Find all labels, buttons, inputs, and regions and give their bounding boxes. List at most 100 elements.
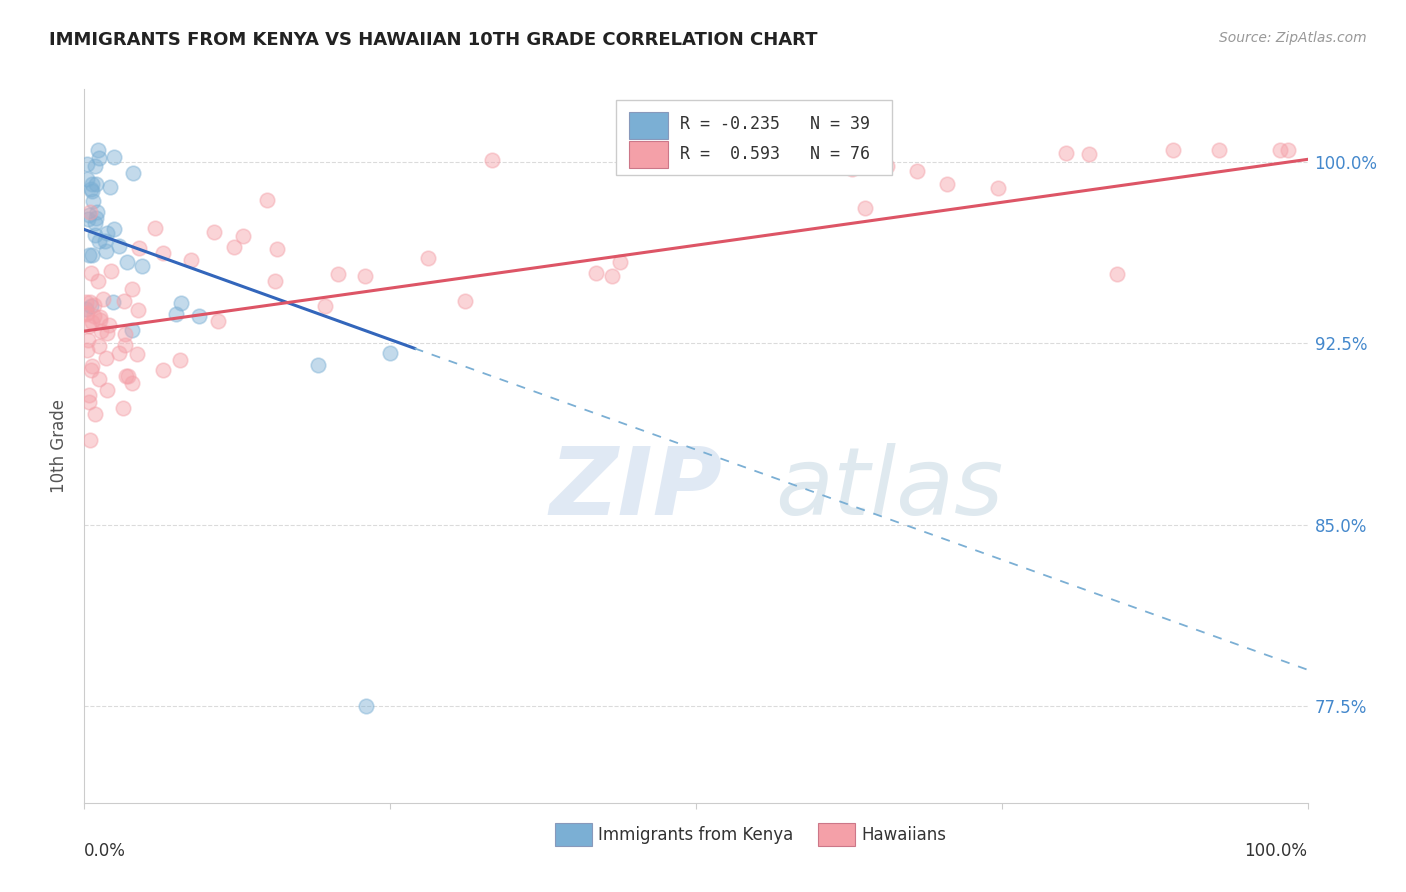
Point xyxy=(170,296,193,310)
Point xyxy=(94,234,117,248)
Point xyxy=(1054,146,1077,161)
Point xyxy=(152,245,174,260)
Point xyxy=(907,164,929,178)
Point xyxy=(80,363,103,377)
Point xyxy=(266,242,288,256)
Point xyxy=(121,282,143,296)
Point xyxy=(121,166,143,180)
Point xyxy=(256,193,278,207)
Point xyxy=(77,212,100,227)
Point xyxy=(87,234,110,248)
Text: 100.0%: 100.0% xyxy=(1244,842,1308,860)
Point xyxy=(121,376,143,390)
Point xyxy=(354,699,377,714)
Point xyxy=(354,268,377,283)
Bar xyxy=(628,141,668,168)
Point xyxy=(207,314,229,328)
Point xyxy=(79,205,101,219)
Point xyxy=(89,310,111,324)
Point xyxy=(77,395,100,409)
Point xyxy=(169,352,191,367)
Point xyxy=(86,211,108,226)
Point xyxy=(80,299,103,313)
Point xyxy=(314,300,336,314)
Point xyxy=(75,295,97,310)
Point xyxy=(936,178,959,192)
Bar xyxy=(628,112,668,139)
Text: R = -0.235   N = 39: R = -0.235 N = 39 xyxy=(681,115,870,133)
Point xyxy=(96,326,118,340)
Point xyxy=(111,401,134,415)
Text: Immigrants from Kenya: Immigrants from Kenya xyxy=(598,826,793,844)
Point xyxy=(481,153,503,167)
Point xyxy=(75,307,97,321)
Point xyxy=(1163,143,1185,157)
Point xyxy=(125,347,148,361)
Point xyxy=(82,178,104,192)
Point xyxy=(108,346,131,360)
Point xyxy=(80,315,103,329)
Point xyxy=(80,266,103,280)
Point xyxy=(83,228,105,243)
Point xyxy=(87,372,110,386)
Point xyxy=(98,179,121,194)
Point xyxy=(609,255,631,269)
Point xyxy=(103,150,125,164)
Point xyxy=(96,226,118,240)
Text: IMMIGRANTS FROM KENYA VS HAWAIIAN 10TH GRADE CORRELATION CHART: IMMIGRANTS FROM KENYA VS HAWAIIAN 10TH G… xyxy=(49,31,818,49)
Point xyxy=(987,181,1010,195)
Point xyxy=(307,358,329,372)
Point xyxy=(83,309,105,323)
Point xyxy=(114,327,136,342)
Point xyxy=(82,194,104,209)
Point xyxy=(108,239,131,253)
FancyBboxPatch shape xyxy=(616,100,891,175)
Point xyxy=(117,368,139,383)
Point xyxy=(853,201,876,215)
Point xyxy=(202,225,225,239)
Point xyxy=(86,205,108,219)
Point xyxy=(101,295,124,310)
Point xyxy=(876,159,898,173)
Point xyxy=(378,345,401,359)
Text: 0.0%: 0.0% xyxy=(84,842,127,860)
Point xyxy=(83,407,105,421)
Text: Source: ZipAtlas.com: Source: ZipAtlas.com xyxy=(1219,31,1367,45)
Point xyxy=(84,178,107,192)
Point xyxy=(79,294,101,309)
Point xyxy=(165,307,187,321)
Point xyxy=(80,248,103,262)
Text: R =  0.593   N = 76: R = 0.593 N = 76 xyxy=(681,145,870,163)
Point xyxy=(143,220,166,235)
Point xyxy=(115,254,138,268)
Point xyxy=(87,151,110,165)
Point xyxy=(100,264,122,278)
Point xyxy=(264,274,287,288)
Point xyxy=(232,228,254,243)
Point xyxy=(77,388,100,402)
Point xyxy=(76,306,98,320)
Point xyxy=(94,351,117,365)
Point xyxy=(91,292,114,306)
Point xyxy=(600,268,623,283)
Point xyxy=(83,298,105,312)
Text: ZIP: ZIP xyxy=(550,442,723,535)
Point xyxy=(112,294,135,309)
Point xyxy=(89,312,111,326)
Point xyxy=(1277,143,1299,157)
Point xyxy=(187,310,209,324)
Point xyxy=(180,253,202,268)
Point xyxy=(76,172,98,186)
Point xyxy=(1270,143,1292,157)
Text: atlas: atlas xyxy=(776,443,1004,534)
Point xyxy=(84,159,107,173)
Point xyxy=(585,266,607,280)
Point xyxy=(89,339,111,353)
Point xyxy=(114,338,136,352)
Point xyxy=(80,359,103,373)
Point xyxy=(80,182,103,196)
Point xyxy=(127,302,149,317)
Point xyxy=(76,157,98,171)
Point xyxy=(103,222,125,236)
Point xyxy=(152,363,174,377)
